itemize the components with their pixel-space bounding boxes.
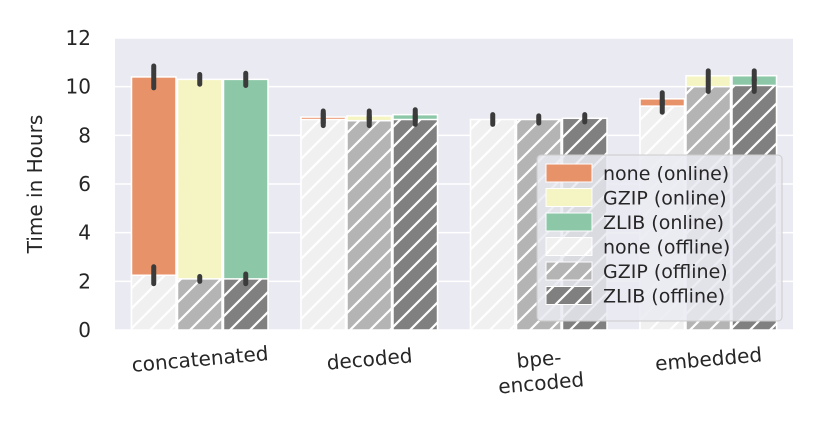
legend-label: none (offline) (603, 237, 730, 259)
bar-hatch (393, 119, 438, 331)
legend-swatch (545, 163, 593, 183)
y-tick-label: 12 (66, 26, 91, 50)
legend-label: ZLIB (offline) (603, 286, 725, 308)
error-bars (151, 63, 757, 287)
bar-hatch (470, 119, 515, 331)
legend-label: GZIP (online) (603, 188, 727, 210)
bar-hatch (347, 120, 392, 330)
bar-hatch (223, 278, 268, 330)
y-tick-labels: 0 2 4 6 8 10 12 (66, 26, 91, 342)
y-tick-label: 10 (66, 75, 91, 99)
legend-swatch-hatch (546, 262, 592, 280)
legend-label: ZLIB (online) (603, 212, 724, 234)
y-tick-label: 2 (78, 269, 91, 293)
y-tick-label: 4 (78, 221, 91, 245)
bar-hatch (301, 119, 346, 331)
legend-swatch-hatch (546, 286, 592, 305)
y-tick-label: 0 (78, 318, 91, 342)
legend-label: none (online) (603, 163, 729, 185)
y-tick-label: 8 (78, 123, 91, 147)
x-tick-label-line: bpe- (516, 345, 563, 373)
y-axis-label: Time in Hours (23, 115, 47, 255)
legend-swatch (545, 212, 593, 232)
legend-swatch-hatch (546, 237, 592, 256)
bar-hatch (177, 278, 222, 330)
legend-swatch (545, 188, 593, 207)
x-tick-label: concatenated (131, 341, 270, 377)
x-tick-label-line: decoded (326, 343, 414, 374)
x-tick-label-line: encoded (497, 367, 585, 398)
x-tick-label: embedded (654, 342, 763, 375)
x-tick-label: bpe-encoded (497, 345, 585, 399)
x-tick-label: decoded (326, 343, 414, 374)
legend-label: GZIP (offline) (603, 261, 728, 283)
x-tick-labels: concatenated decoded bpe-encoded embedded (131, 341, 763, 399)
legend: none (online) GZIP (online)ZLIB (online) n… (536, 154, 783, 322)
x-tick-label-line: embedded (654, 342, 763, 375)
x-tick-label-line: concatenated (131, 341, 270, 377)
legend-box (536, 154, 783, 322)
y-tick-label: 6 (78, 172, 91, 196)
